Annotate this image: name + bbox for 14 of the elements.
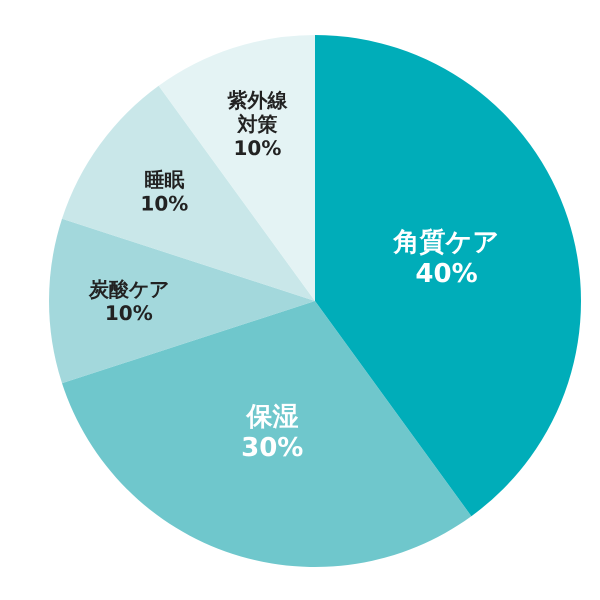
pie-slice [315,35,580,516]
data-label: 40% [415,258,478,289]
slice-label: 紫外線対策 [226,88,288,136]
slice-label: 炭酸ケア [88,277,169,301]
pie-slice [62,86,315,301]
data-label: 10% [104,301,153,325]
pie-slice [62,301,472,567]
pie-slice [50,218,315,384]
slice-label: 角質ケア [392,228,500,258]
data-label: 10% [234,136,282,160]
slice-label: 睡眠 [144,168,184,192]
slice-label: 保湿 [245,402,298,432]
data-label: 10% [140,192,188,216]
data-label: 30% [241,433,304,464]
